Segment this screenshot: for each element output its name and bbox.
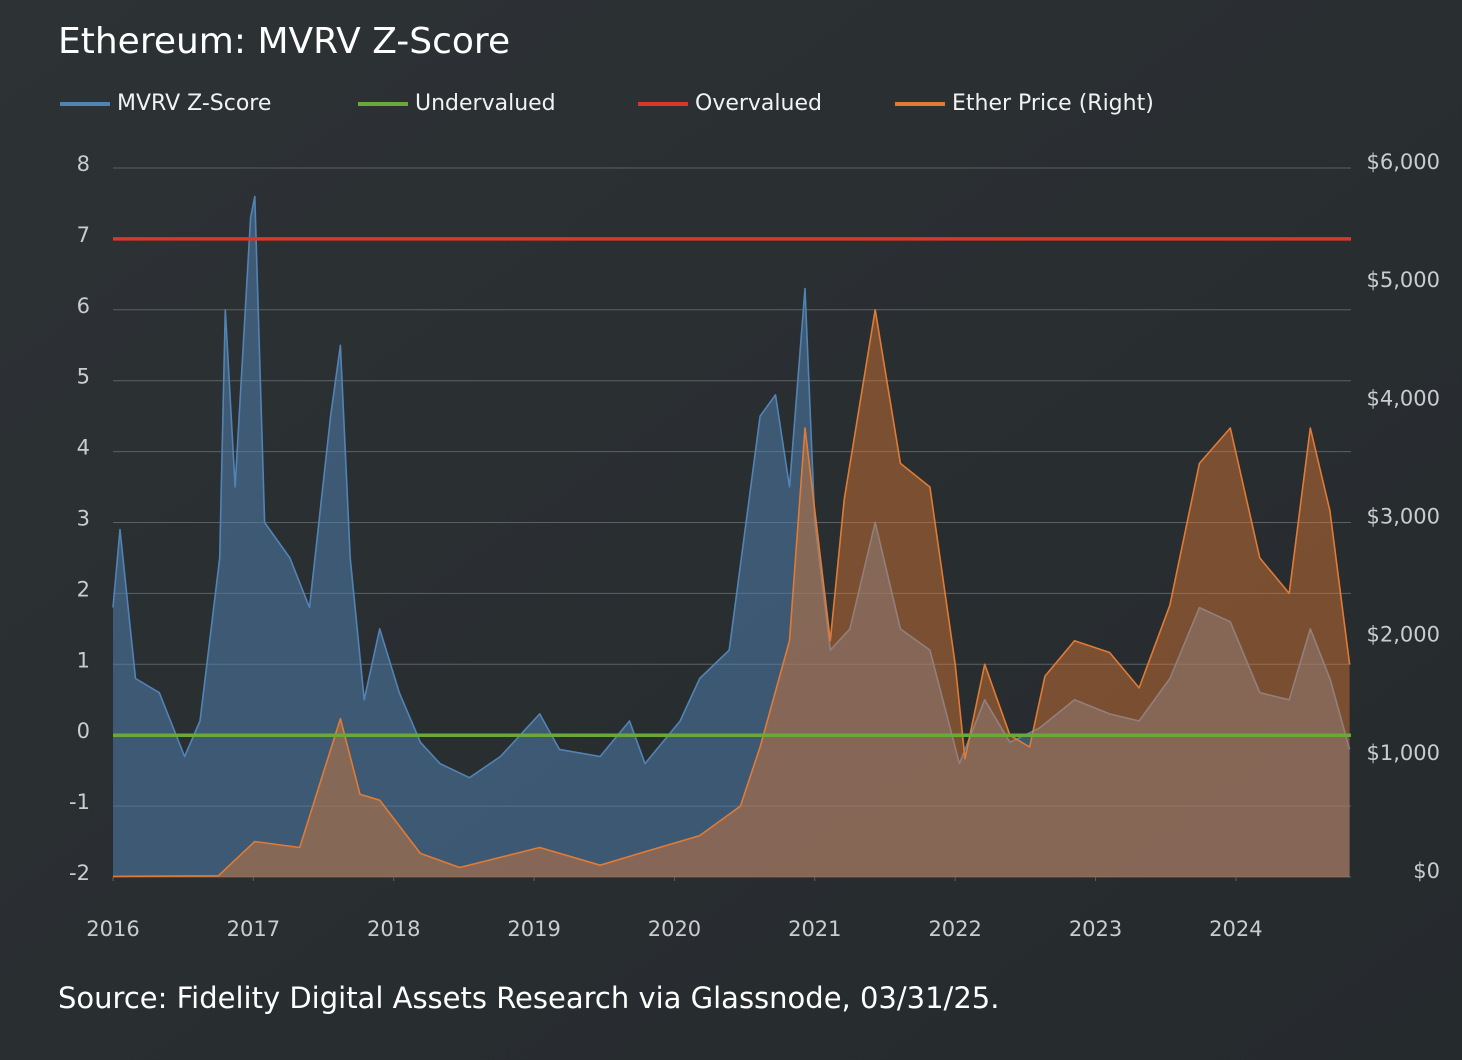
x-tick-label: 2021 — [788, 917, 841, 941]
x-tick-label: 2020 — [648, 917, 701, 941]
legend-label: Undervalued — [415, 91, 556, 116]
legend-item: Ether Price (Right) — [895, 91, 1154, 116]
y-tick-label: 3 — [77, 507, 90, 531]
x-tick-label: 2024 — [1209, 917, 1262, 941]
y-tick-label: -2 — [69, 861, 90, 885]
y2-tick-label: $6,000 — [1367, 150, 1440, 174]
y-tick-label: 4 — [77, 436, 90, 460]
x-tick-label: 2016 — [86, 917, 139, 941]
y2-tick-label: $0 — [1413, 859, 1440, 883]
legend-item: MVRV Z-Score — [60, 91, 271, 116]
x-tick-label: 2018 — [367, 917, 420, 941]
y-tick-label: 8 — [77, 152, 90, 176]
y-tick-label: 6 — [77, 294, 90, 318]
legend-item: Overvalued — [638, 91, 822, 116]
legend-label: Overvalued — [695, 91, 822, 116]
legend-label: Ether Price (Right) — [952, 91, 1154, 116]
y-tick-label: 1 — [77, 648, 90, 672]
y-tick-label: 7 — [77, 223, 90, 247]
y-tick-label: 2 — [77, 577, 90, 601]
y2-tick-label: $1,000 — [1367, 741, 1440, 765]
x-tick-label: 2023 — [1069, 917, 1122, 941]
y-tick-label: 0 — [77, 719, 90, 743]
y-tick-label: 5 — [77, 365, 90, 389]
legend-item: Undervalued — [358, 91, 556, 116]
y2-tick-label: $5,000 — [1367, 268, 1440, 292]
line — [112, 195, 1351, 779]
y2-tick-label: $2,000 — [1367, 623, 1440, 647]
chart-title: Ethereum: MVRV Z-Score — [58, 21, 510, 62]
x-tick-label: 2022 — [928, 917, 981, 941]
line — [112, 309, 1351, 878]
x-tick-label: 2017 — [227, 917, 280, 941]
area — [113, 196, 1350, 877]
plot-area: -2 -1 0 1 2 3 4 5 6 7 8 $0 $1,000 $2,000 $3,000 $4,000 $… — [69, 150, 1440, 941]
y-tick-label: -1 — [69, 790, 90, 814]
legend-label: MVRV Z-Score — [117, 91, 271, 116]
y2-tick-label: $3,000 — [1367, 505, 1440, 529]
y2-tick-label: $4,000 — [1367, 386, 1440, 410]
x-tick-label: 2019 — [507, 917, 560, 941]
source-note: Source: Fidelity Digital Assets Research… — [58, 981, 999, 1015]
